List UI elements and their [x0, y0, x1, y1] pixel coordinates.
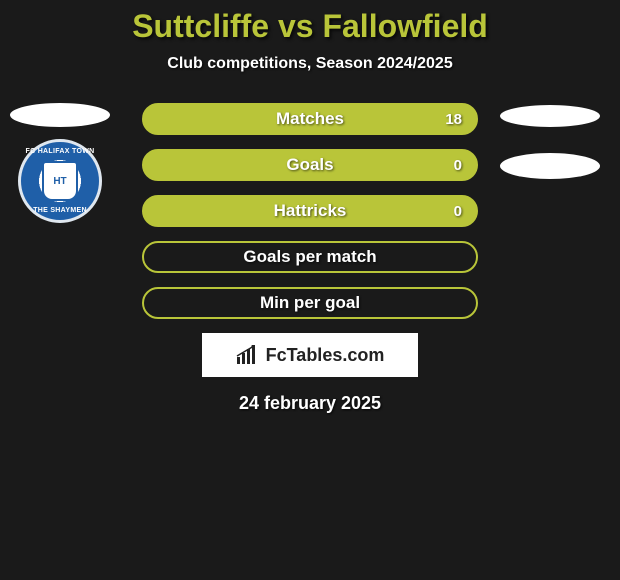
right-placeholder-oval-1: [500, 105, 600, 127]
stats-bars: Matches 18 Goals 0 Hattricks 0 Goals per match…: [142, 103, 478, 319]
stat-bar: Hattricks 0: [142, 195, 478, 227]
content-area: FC HALIFAX TOWN HT THE SHAYMEN Matches 18…: [0, 103, 620, 414]
stat-bar: Matches 18: [142, 103, 478, 135]
barchart-icon: [236, 345, 260, 365]
stat-bar: Min per goal: [142, 287, 478, 319]
club-badge-halifax: FC HALIFAX TOWN HT THE SHAYMEN: [18, 139, 102, 223]
club-badge-top-text: FC HALIFAX TOWN: [21, 148, 99, 155]
subtitle: Club competitions, Season 2024/2025: [0, 55, 620, 73]
stat-bar-label: Goals: [286, 155, 333, 175]
stat-bar: Goals per match: [142, 241, 478, 273]
left-badge-column: FC HALIFAX TOWN HT THE SHAYMEN: [10, 103, 110, 223]
watermark-text: FcTables.com: [266, 345, 385, 366]
date-label: 24 february 2025: [0, 393, 620, 414]
right-badge-column: [500, 103, 600, 179]
stat-bar-value: 18: [445, 111, 462, 128]
stat-bar-label: Min per goal: [260, 293, 360, 313]
stat-bar-value: 0: [454, 203, 462, 220]
page-title: Suttcliffe vs Fallowfield: [0, 0, 620, 45]
stat-bar-label: Hattricks: [274, 201, 347, 221]
left-placeholder-oval: [10, 103, 110, 127]
comparison-card: Suttcliffe vs Fallowfield Club competiti…: [0, 0, 620, 580]
stat-bar-value: 0: [454, 157, 462, 174]
right-placeholder-oval-2: [500, 153, 600, 179]
club-badge-bottom-text: THE SHAYMEN: [21, 207, 99, 214]
stat-bar-label: Goals per match: [243, 247, 376, 267]
club-crest: HT: [42, 161, 78, 201]
stat-bar: Goals 0: [142, 149, 478, 181]
stat-bar-label: Matches: [276, 109, 344, 129]
watermark: FcTables.com: [202, 333, 418, 377]
